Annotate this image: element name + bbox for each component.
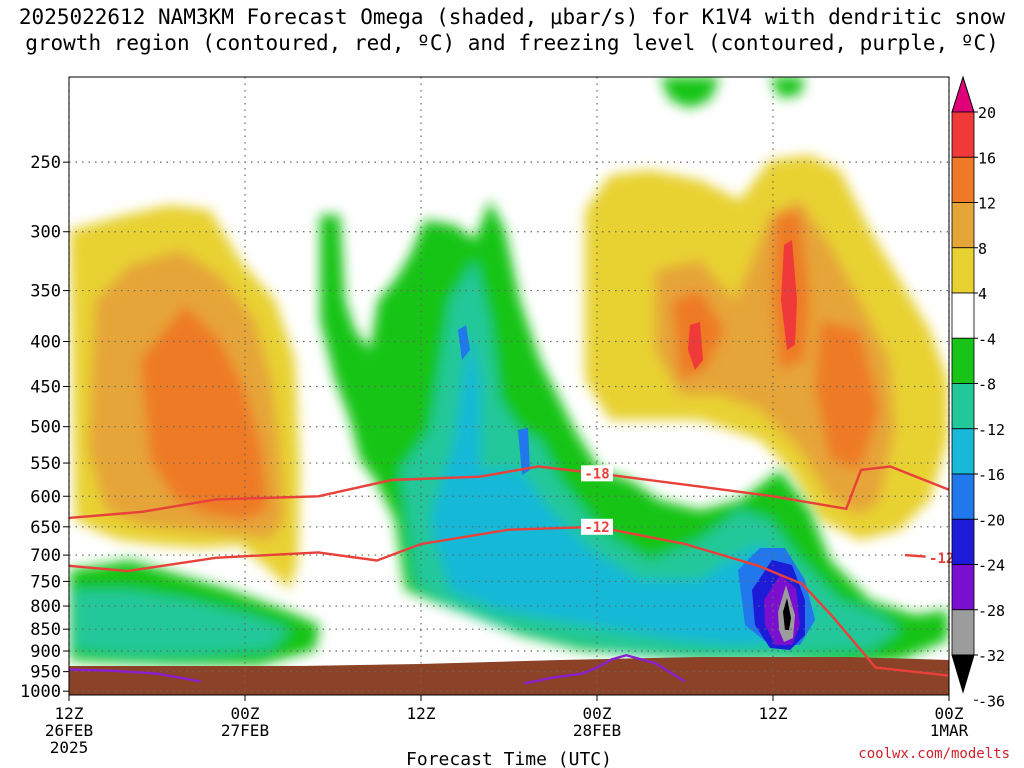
- omega-region-left-12: [140, 305, 268, 520]
- y-tick-label: 250: [30, 153, 61, 173]
- x-tick-label: 00Z: [935, 704, 964, 723]
- y-tick-label: 850: [30, 620, 61, 640]
- omega-region-top-neg4: [660, 77, 720, 108]
- colorbar-label: 8: [978, 240, 987, 258]
- colorbar-swatch: [951, 337, 975, 384]
- colorbar-label: 16: [978, 149, 996, 167]
- y-tick-label: 550: [30, 454, 61, 474]
- contour-label: -12: [584, 520, 609, 536]
- colorbar-swatch: [951, 111, 975, 158]
- y-tick-label: 950: [30, 663, 61, 683]
- omega-region-right-12c: [815, 320, 880, 470]
- colorbar-swatch: [951, 428, 975, 475]
- y-tick-label: 700: [30, 546, 61, 566]
- colorbar-bottom-arrow: [951, 654, 975, 694]
- x-tick-label: 2025: [50, 738, 89, 757]
- y-tick-label: 800: [30, 597, 61, 617]
- x-tick-label: 1MAR: [930, 721, 969, 740]
- dgz-contour-line: [68, 465, 950, 520]
- chart-title-line1: 2025022612 NAM3KM Forecast Omega (shaded…: [18, 5, 1006, 29]
- colorbar-label: -12: [978, 421, 1005, 439]
- y-tick-label: 450: [30, 377, 61, 397]
- x-tick-label: 26FEB: [45, 721, 93, 740]
- freezing-level-contour: [68, 668, 202, 683]
- colorbar-label: -24: [978, 557, 1005, 575]
- colorbar-swatch: [951, 292, 975, 339]
- contour-label-bg: [581, 518, 613, 535]
- omega-region-neg16a: [458, 325, 470, 360]
- y-tick-label: 750: [30, 572, 61, 592]
- colorbar-label: 12: [978, 195, 996, 213]
- colorbar-top-arrow: [951, 75, 975, 113]
- omega-region-center-neg12: [430, 330, 815, 645]
- colorbar-label: -32: [978, 647, 1005, 665]
- omega-region-neg16b: [518, 428, 530, 475]
- x-tick-label: 27FEB: [221, 721, 269, 740]
- colorbar-swatch: [951, 202, 975, 249]
- colorbar-swatch: [951, 518, 975, 565]
- x-tick-label: 28FEB: [573, 721, 621, 740]
- colorbar-swatch: [951, 383, 975, 430]
- contour-label-bg: [925, 549, 958, 566]
- plot-frame: [68, 76, 950, 696]
- colorbar-swatch: [951, 564, 975, 611]
- colorbar-swatch: [951, 473, 975, 520]
- colorbar-swatch: [951, 156, 975, 203]
- colorbar-label: -16: [978, 466, 1005, 484]
- ground-fill: [69, 657, 949, 695]
- x-tick-label: 00Z: [583, 704, 612, 723]
- colorbar-swatch: [951, 247, 975, 294]
- y-tick-label: 350: [30, 282, 61, 302]
- colorbar-swatch: [951, 609, 975, 656]
- x-tick-label: 12Z: [55, 704, 84, 723]
- omega-region-lowleft-neg8: [75, 590, 290, 655]
- x-tick-label: 00Z: [231, 704, 260, 723]
- site-credit: coolwx.com/modelts: [858, 746, 1010, 762]
- y-tick-label: 500: [30, 418, 61, 438]
- contour-lines: -18 -12 -12: [68, 465, 958, 685]
- y-tick-label: 650: [30, 518, 61, 538]
- chart-title-line2: growth region (contoured, red, ºC) and f…: [25, 31, 999, 55]
- colorbar: 20 16 12 8 4 -4 -8 -12 -16 -20 -24 -28 -32 -36: [951, 75, 1005, 710]
- y-tick-label: 1000: [20, 682, 61, 702]
- y-tick-label: 400: [30, 333, 61, 353]
- omega-region-right-16: [781, 240, 797, 350]
- contour-label: -18: [584, 466, 609, 482]
- colorbar-label: -8: [978, 376, 996, 394]
- y-tick-label: 900: [30, 642, 61, 662]
- colorbar-label: 20: [978, 104, 996, 122]
- x-tick-label: 12Z: [759, 704, 788, 723]
- colorbar-label: -28: [978, 602, 1005, 620]
- y-tick-label: 600: [30, 487, 61, 507]
- colorbar-label: -36: [978, 692, 1005, 710]
- contour-label-bg: [581, 465, 613, 482]
- omega-shading: [70, 77, 948, 665]
- x-tick-label: 12Z: [407, 704, 436, 723]
- contour-label: -12: [929, 551, 954, 567]
- omega-region-top-neg4b: [770, 77, 805, 98]
- colorbar-label: -4: [978, 330, 996, 348]
- y-axis-ticks: 2503003504004505005506006507007508008509…: [20, 153, 69, 702]
- colorbar-label: 4: [978, 285, 987, 303]
- freezing-level-contour: [523, 653, 686, 685]
- x-axis-label: Forecast Time (UTC): [406, 749, 612, 768]
- dgz-contour-line: [68, 525, 950, 677]
- colorbar-label: -20: [978, 511, 1005, 529]
- omega-region-right-16b: [688, 322, 703, 370]
- y-tick-label: 300: [30, 223, 61, 243]
